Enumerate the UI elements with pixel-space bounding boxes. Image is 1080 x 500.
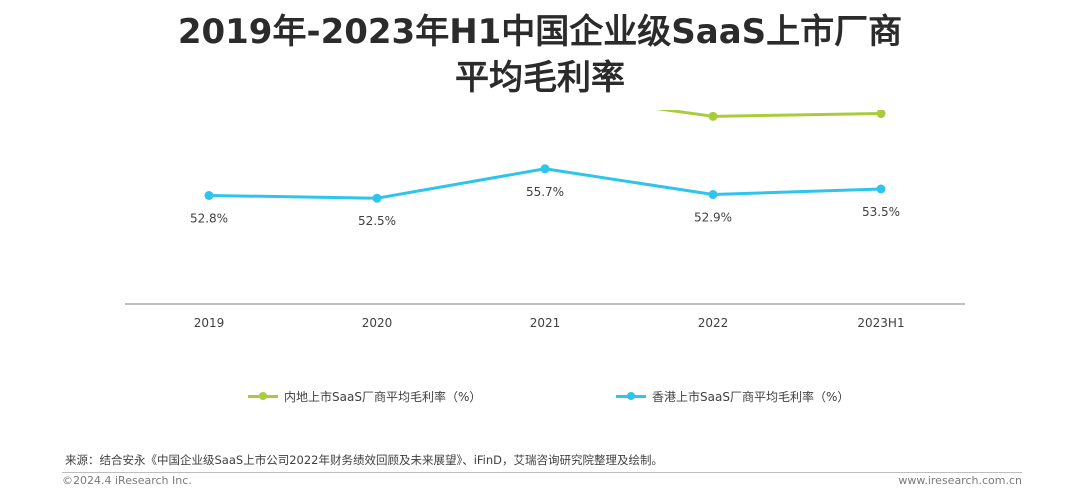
website-link[interactable]: www.iresearch.com.cn — [898, 474, 1022, 487]
chart-title-line1: 2019年-2023年H1中国企业级SaaS上市厂商 — [177, 12, 903, 52]
data-point-mainland-2022 — [708, 111, 718, 121]
x-tick-label-2021: 2021 — [530, 316, 561, 330]
x-tick-label-2020: 2020 — [362, 316, 393, 330]
x-tick-label-2023H1: 2023H1 — [857, 316, 904, 330]
data-label-hongkong-2020: 52.5% — [358, 214, 396, 228]
legend-item-mainland: 内地上市SaaS厂商平均毛利率（%） — [248, 386, 481, 406]
data-point-hongkong-2019 — [204, 190, 214, 200]
data-label-hongkong-2022: 52.9% — [694, 211, 732, 225]
copyright-text: ©2024.4 iResearch Inc. — [62, 474, 192, 487]
chart-title-line2: 平均毛利率 — [455, 58, 625, 98]
legend-swatch-hongkong — [616, 391, 646, 400]
legend-item-hongkong: 香港上市SaaS厂商平均毛利率（%） — [616, 386, 849, 406]
data-label-hongkong-2023H1: 53.5% — [862, 205, 900, 219]
legend-swatch-mainland — [248, 391, 278, 400]
x-tick-label-2022: 2022 — [698, 316, 729, 330]
footer-divider — [62, 472, 1022, 473]
x-tick-label-2019: 2019 — [194, 316, 225, 330]
legend-label-hongkong: 香港上市SaaS厂商平均毛利率（%） — [652, 389, 850, 404]
data-point-mainland-2023H1 — [876, 110, 886, 119]
data-point-hongkong-2021 — [540, 164, 550, 174]
data-label-hongkong-2019: 52.8% — [190, 211, 228, 225]
data-point-hongkong-2020 — [372, 193, 382, 203]
legend-label-mainland: 内地上市SaaS厂商平均毛利率（%） — [284, 389, 482, 404]
data-point-hongkong-2022 — [708, 190, 718, 200]
series-line-mainland — [655, 110, 882, 118]
line-chart: 20192020202120222023H167.0%65.2%63.9%61.… — [125, 110, 965, 330]
data-point-hongkong-2023H1 — [876, 184, 886, 194]
source-note: 来源：结合安永《中国企业级SaaS上市公司2022年财务绩效回顾及未来展望》、i… — [65, 453, 664, 467]
data-label-hongkong-2021: 55.7% — [526, 185, 564, 199]
